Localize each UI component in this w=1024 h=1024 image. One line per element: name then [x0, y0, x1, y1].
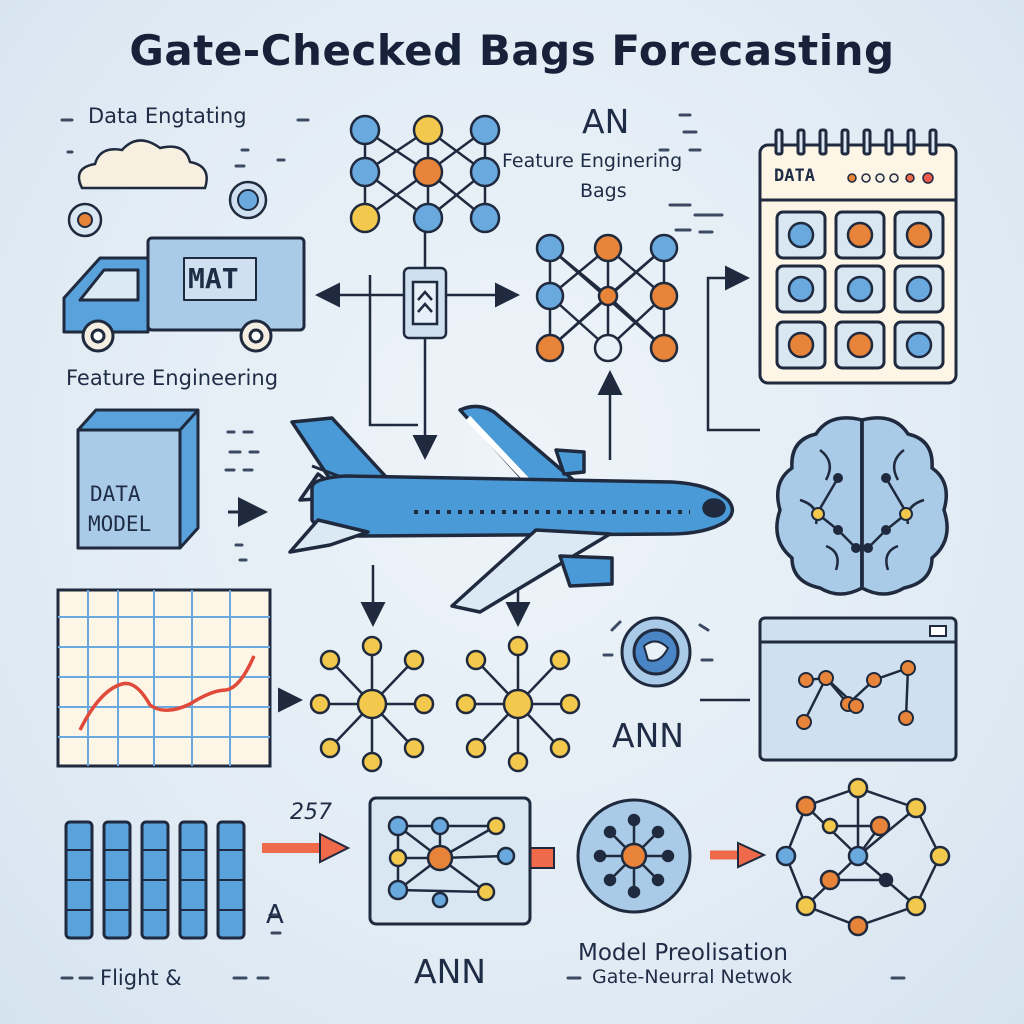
label-feature-engineering: Feature Engineering — [66, 366, 279, 390]
label-flight: Flight & — [100, 966, 182, 990]
diagram-title: Gate-Checked Bags Forecasting — [129, 26, 895, 75]
label-a: A — [266, 900, 284, 930]
data-model-box — [76, 408, 200, 550]
target-icon — [67, 202, 103, 238]
red-arrow-left — [262, 832, 351, 864]
truck-icon — [62, 236, 306, 353]
hub-circle-icon — [576, 798, 692, 914]
label-model-preolisation: Model Preolisation — [578, 940, 788, 966]
label-ann-bottom: ANN — [414, 952, 486, 991]
decorative-dashes — [60, 113, 906, 980]
label-257: 257 — [290, 800, 332, 825]
brain-icon — [775, 416, 949, 596]
network-bottom-right — [775, 777, 951, 937]
label-gate-network: Gate-Neurral Netwok — [592, 966, 793, 988]
truck-sign-label: MAT — [188, 262, 239, 295]
label-ann-right: ANN — [612, 716, 684, 755]
star-network-center — [455, 635, 581, 773]
data-model-label-1: DATA — [90, 482, 141, 506]
line-chart-panel — [56, 588, 272, 768]
label-an: AN — [582, 102, 630, 141]
device-icon — [402, 266, 448, 340]
neural-net-top-left — [349, 114, 501, 234]
label-feature-enginering: Feature Enginering — [502, 150, 683, 172]
label-bags: Bags — [580, 180, 627, 202]
cloud-icon — [77, 139, 208, 190]
globe-icon — [620, 616, 692, 688]
database-columns — [64, 820, 246, 940]
red-arrow-right — [710, 841, 767, 869]
network-panel-bottom — [368, 796, 532, 926]
red-tag — [527, 847, 555, 869]
data-model-label-2: MODEL — [88, 512, 152, 536]
neural-net-top-center — [535, 233, 679, 363]
star-network-left — [309, 635, 435, 773]
calendar-panel — [758, 128, 958, 385]
calendar-header-label: DATA — [774, 166, 815, 186]
airplane-icon — [288, 404, 735, 614]
compass-icon — [228, 180, 268, 220]
label-data-engtating: Data Engtating — [88, 104, 247, 128]
scatter-window — [758, 616, 958, 762]
